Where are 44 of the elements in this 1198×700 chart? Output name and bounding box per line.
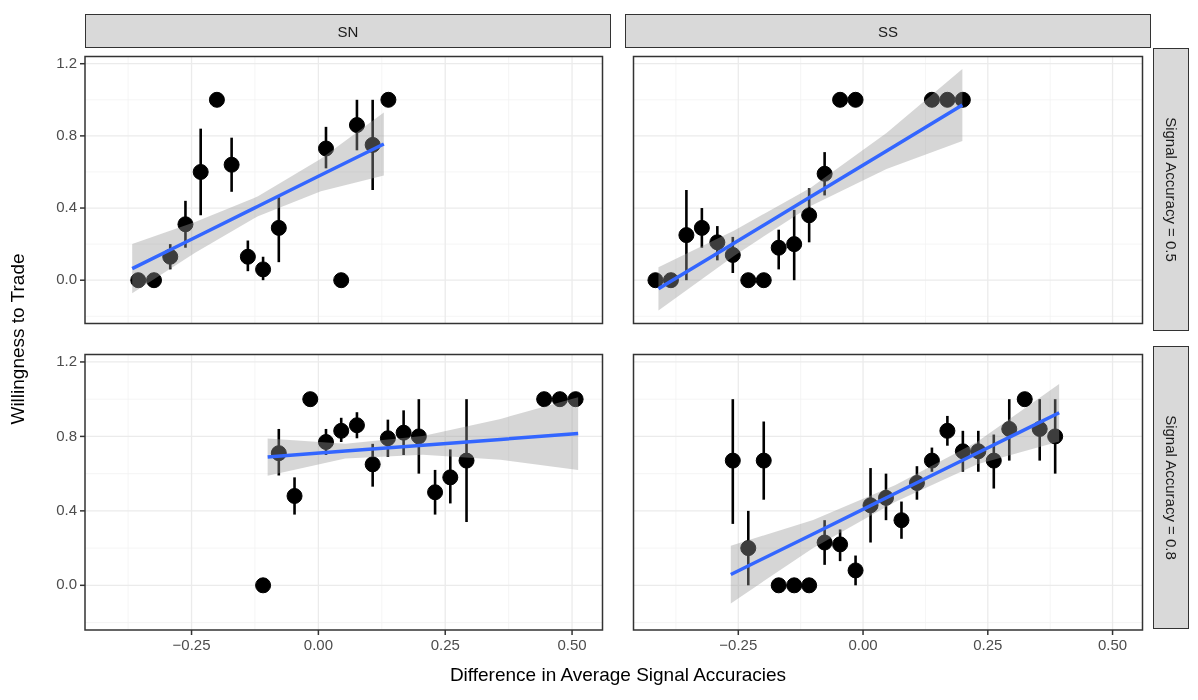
point <box>333 272 350 289</box>
x-tick-label: 0.00 <box>848 635 878 653</box>
point <box>923 91 940 108</box>
point <box>755 272 772 289</box>
y-tick-label: 0.4 <box>56 501 77 519</box>
y-tick-label: 0.0 <box>56 575 77 593</box>
x-tick-label: 0.25 <box>973 635 1003 653</box>
y-tick-label: 0.4 <box>56 198 77 216</box>
point <box>1016 391 1033 408</box>
point <box>567 391 584 408</box>
point <box>786 577 803 594</box>
chart-title: SS <box>625 14 1151 48</box>
point <box>770 577 787 594</box>
x-axis-title: Difference in Average Signal Accuracies <box>448 664 788 686</box>
x-tick-label: −0.25 <box>172 635 211 653</box>
point <box>208 91 225 108</box>
y-tick-label: 0.8 <box>56 126 77 144</box>
x-tick-label: 0.50 <box>1097 635 1128 653</box>
x-tick-label: 0.25 <box>430 635 460 653</box>
x-tick-label: 0.00 <box>303 635 333 653</box>
point <box>740 272 757 289</box>
point <box>302 391 319 408</box>
point <box>801 577 818 594</box>
x-tick-label: −0.25 <box>719 635 758 653</box>
y-tick-label: 1.2 <box>56 53 77 71</box>
y2-axis-title: Signal Accuracy = 0.8 <box>1162 415 1180 560</box>
point <box>551 391 568 408</box>
point <box>130 272 147 289</box>
y-tick-label: 0.0 <box>56 270 77 288</box>
point <box>380 91 397 108</box>
y2-axis-title: Signal Accuracy = 0.5 <box>1162 117 1180 262</box>
point <box>847 91 864 108</box>
point <box>939 91 956 108</box>
y-axis-title: Willingness to Trade <box>7 253 29 425</box>
point <box>832 91 849 108</box>
point <box>647 272 664 289</box>
x-tick-label: 0.50 <box>557 635 587 653</box>
point <box>536 391 553 408</box>
point <box>954 91 971 108</box>
chart-title: SN <box>85 14 611 48</box>
y-tick-label: 0.8 <box>56 426 77 444</box>
point <box>146 272 162 289</box>
y-tick-label: 1.2 <box>56 352 77 370</box>
point <box>255 577 272 594</box>
